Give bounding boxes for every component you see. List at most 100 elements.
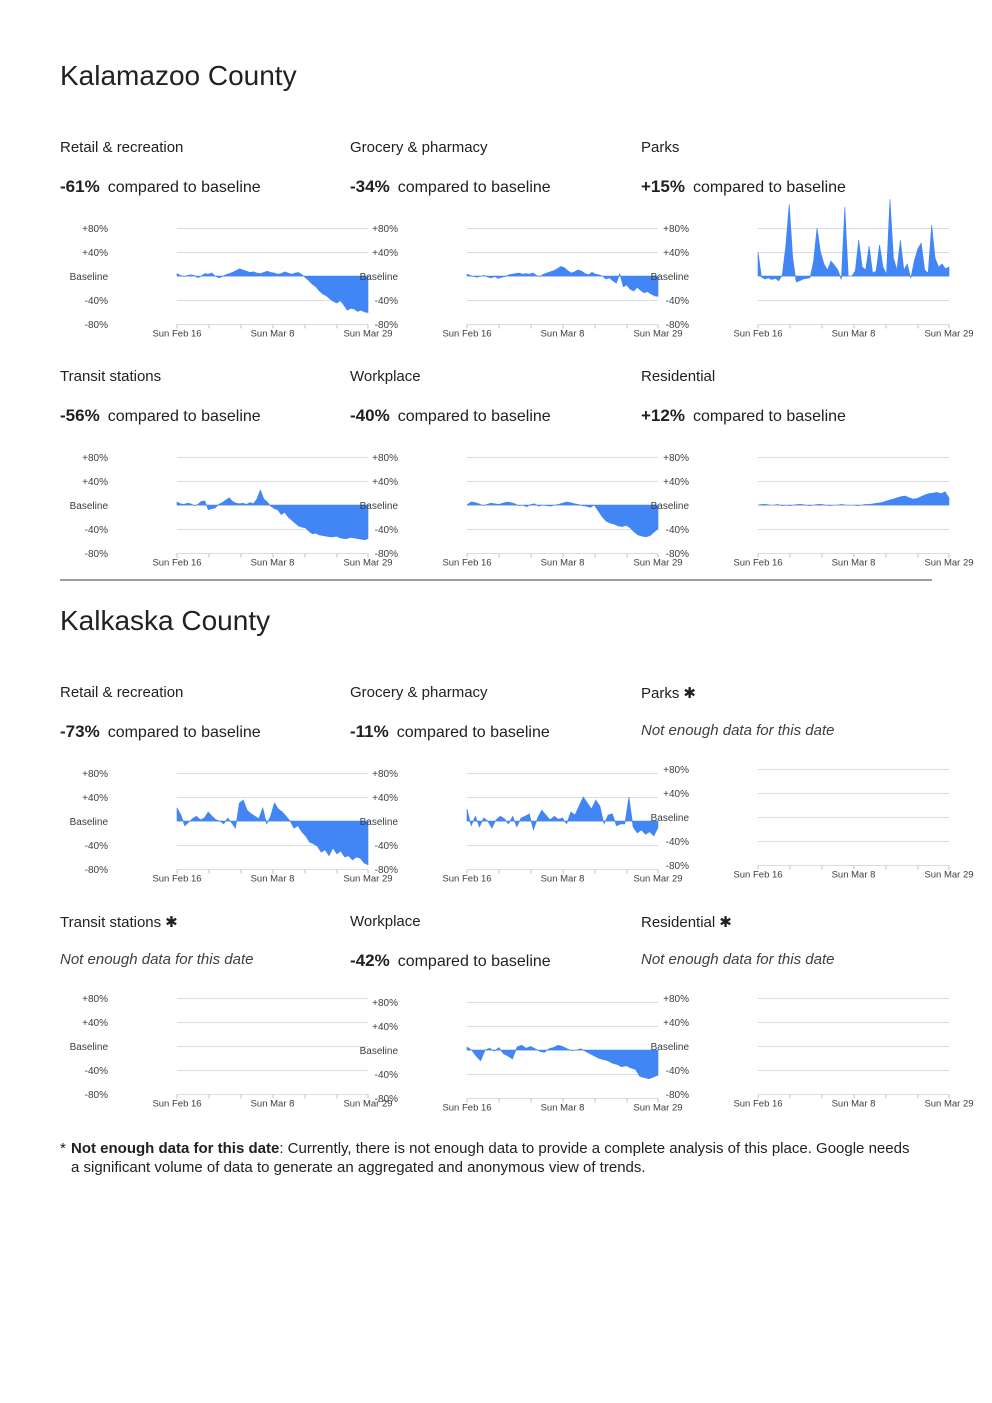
y-tick-label: +40% bbox=[82, 793, 108, 804]
compare-label: compared to baseline bbox=[396, 724, 550, 741]
y-tick-label: -40% bbox=[666, 837, 689, 848]
mobility-area-series bbox=[466, 266, 659, 297]
y-tick-label: -40% bbox=[85, 296, 108, 307]
panel-retail-recreation: Retail & recreation -61% compared to basel… bbox=[60, 139, 393, 349]
x-tick-label: Sun Mar 29 bbox=[924, 329, 973, 340]
mobility-chart: +80% +40% Baseline -40% -80% Sun Feb 16 Sun Ma… bbox=[651, 994, 974, 1110]
x-tick-label: Sun Mar 29 bbox=[633, 874, 682, 885]
y-tick-label: -80% bbox=[85, 1090, 108, 1101]
panel-retail-recreation: Retail & recreation -73% compared to basel… bbox=[60, 684, 393, 894]
mobility-chart: +80% +40% Baseline -40% -80% Sun Feb 16 Sun Ma… bbox=[70, 994, 393, 1110]
mobility-chart: +80% +40% Baseline -40% -80% Sun Feb 16 Sun Ma… bbox=[651, 765, 974, 881]
y-tick-label: +80% bbox=[663, 765, 689, 776]
compare-label: compared to baseline bbox=[692, 408, 846, 425]
mobility-area-series bbox=[466, 796, 659, 837]
y-tick-label: -40% bbox=[375, 296, 398, 307]
x-tick-label: Sun Feb 16 bbox=[442, 874, 491, 885]
y-tick-label: Baseline bbox=[70, 501, 109, 512]
panel-title-text: Workplace bbox=[350, 913, 421, 930]
x-tick-label: Sun Mar 29 bbox=[633, 1103, 682, 1114]
change-percent: -73% bbox=[60, 722, 100, 741]
x-tick-label: Sun Mar 8 bbox=[541, 558, 585, 569]
compare-label: compared to baseline bbox=[397, 953, 551, 970]
panel-title: Residential bbox=[641, 368, 715, 385]
panel-title: Transit stations bbox=[60, 368, 161, 385]
mobility-area-series bbox=[757, 199, 950, 283]
x-tick-label: Sun Feb 16 bbox=[733, 1099, 782, 1110]
panel-title: Workplace bbox=[350, 368, 421, 385]
change-percent: -42% bbox=[350, 951, 390, 970]
x-tick-label: Sun Mar 8 bbox=[251, 874, 295, 885]
mobility-area-series bbox=[466, 501, 659, 538]
headline: -61% compared to baseline bbox=[60, 177, 261, 197]
panel-transit-stations: Transit stations ✱ Not enough data for thi… bbox=[60, 913, 393, 1123]
panel-title: Parks ✱ bbox=[641, 684, 696, 702]
y-tick-label: +80% bbox=[82, 453, 108, 464]
x-tick-label: Sun Mar 8 bbox=[832, 329, 876, 340]
change-percent: -61% bbox=[60, 177, 100, 196]
footnote-bold: Not enough data for this date bbox=[71, 1140, 280, 1157]
x-tick-label: Sun Mar 8 bbox=[832, 558, 876, 569]
change-percent: -34% bbox=[350, 177, 390, 196]
y-tick-label: Baseline bbox=[651, 501, 690, 512]
no-data-note: Not enough data for this date bbox=[641, 951, 835, 968]
panel-parks: Parks +15% compared to baseline +80% +40% Bas… bbox=[641, 139, 974, 349]
x-tick-label: Sun Feb 16 bbox=[152, 1099, 201, 1110]
panel-title-text: Grocery & pharmacy bbox=[350, 139, 488, 156]
change-percent: +15% bbox=[641, 177, 685, 196]
change-percent: -40% bbox=[350, 406, 390, 425]
panel-grocery-pharmacy: Grocery & pharmacy -34% compared to baseli… bbox=[350, 139, 683, 349]
y-tick-label: -40% bbox=[666, 525, 689, 536]
headline: -56% compared to baseline bbox=[60, 406, 261, 426]
x-tick-label: Sun Feb 16 bbox=[152, 558, 201, 569]
headline: +12% compared to baseline bbox=[641, 406, 846, 426]
x-tick-label: Sun Mar 29 bbox=[633, 558, 682, 569]
y-tick-label: -80% bbox=[85, 320, 108, 331]
y-tick-label: -40% bbox=[666, 1066, 689, 1077]
panel-title: Parks bbox=[641, 139, 679, 156]
change-percent: -11% bbox=[350, 722, 389, 741]
mobility-chart: +80% +40% Baseline -40% -80% Sun Feb 16 Sun Ma… bbox=[70, 769, 393, 885]
y-tick-label: Baseline bbox=[360, 272, 399, 283]
mobility-area-series bbox=[176, 268, 369, 313]
x-tick-label: Sun Feb 16 bbox=[442, 329, 491, 340]
y-tick-label: -40% bbox=[375, 525, 398, 536]
y-tick-label: +80% bbox=[372, 769, 398, 780]
asterisk-icon: ✱ bbox=[719, 914, 732, 931]
x-tick-label: Sun Mar 8 bbox=[251, 329, 295, 340]
change-percent: -56% bbox=[60, 406, 100, 425]
footnote-marker: * bbox=[60, 1140, 66, 1157]
no-data-note: Not enough data for this date bbox=[60, 951, 254, 968]
y-tick-label: +80% bbox=[663, 453, 689, 464]
y-tick-label: +80% bbox=[82, 769, 108, 780]
y-tick-label: +40% bbox=[663, 477, 689, 488]
y-tick-label: -80% bbox=[666, 1090, 689, 1101]
x-tick-label: Sun Mar 29 bbox=[343, 1099, 392, 1110]
x-tick-label: Sun Mar 8 bbox=[832, 1099, 876, 1110]
mobility-chart: +80% +40% Baseline -40% -80% Sun Feb 16 Sun Ma… bbox=[360, 998, 683, 1114]
x-tick-label: Sun Feb 16 bbox=[442, 558, 491, 569]
y-tick-label: +80% bbox=[372, 998, 398, 1009]
panel-title-text: Retail & recreation bbox=[60, 139, 184, 156]
section-divider bbox=[60, 579, 932, 581]
headline: -40% compared to baseline bbox=[350, 406, 551, 426]
panel-title-text: Residential bbox=[641, 368, 716, 385]
y-tick-label: +40% bbox=[82, 1018, 108, 1029]
headline: -11% compared to baseline bbox=[350, 722, 550, 742]
mobility-chart: +80% +40% Baseline -40% -80% Sun Feb 16 Sun Ma… bbox=[70, 453, 393, 569]
y-tick-label: -40% bbox=[666, 296, 689, 307]
x-tick-label: Sun Mar 29 bbox=[924, 1099, 973, 1110]
panel-title: Workplace bbox=[350, 913, 421, 930]
panel-grocery-pharmacy: Grocery & pharmacy -11% compared to baseli… bbox=[350, 684, 683, 894]
panel-title-text: Residential bbox=[641, 914, 716, 931]
panel-residential: Residential ✱ Not enough data for this dat… bbox=[641, 913, 974, 1123]
y-tick-label: +80% bbox=[82, 994, 108, 1005]
compare-label: compared to baseline bbox=[397, 408, 551, 425]
footnote: * Not enough data for this date: Current… bbox=[60, 1139, 920, 1177]
x-tick-label: Sun Feb 16 bbox=[733, 558, 782, 569]
y-tick-label: Baseline bbox=[70, 817, 109, 828]
panel-title: Retail & recreation bbox=[60, 139, 183, 156]
headline: -73% compared to baseline bbox=[60, 722, 261, 742]
y-tick-label: +80% bbox=[372, 453, 398, 464]
mobility-area-series bbox=[176, 799, 369, 866]
